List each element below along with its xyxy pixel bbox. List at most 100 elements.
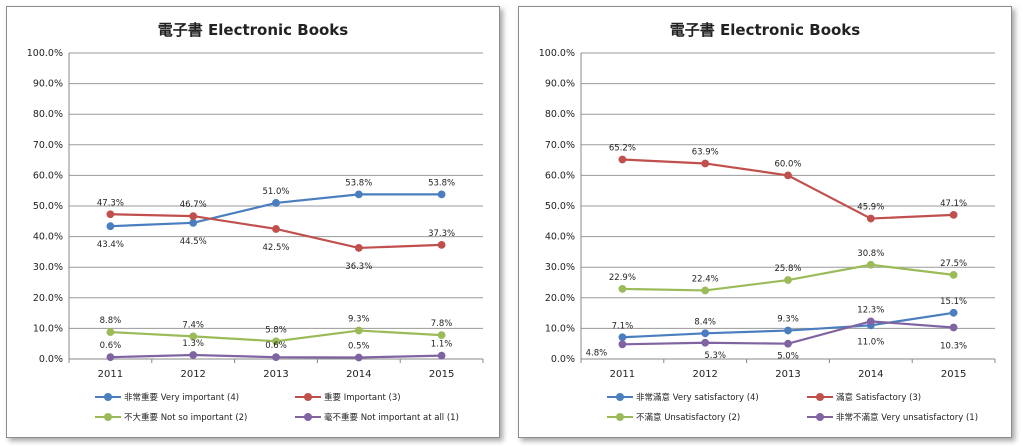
data-label: 7.1% <box>612 321 634 331</box>
legend-item-not-so-important: 不大重要 Not so important (2) <box>95 411 295 423</box>
data-label: 11.0% <box>857 337 884 347</box>
data-label: 30.8% <box>857 249 884 259</box>
data-label: 60.0% <box>774 159 801 169</box>
data-point <box>784 339 792 348</box>
x-tick-label: 2011 <box>610 369 635 380</box>
data-point <box>866 214 875 223</box>
y-tick-label: 50.0% <box>33 201 63 212</box>
data-label: 7.8% <box>431 319 453 329</box>
data-point <box>437 240 446 249</box>
data-label: 63.9% <box>692 147 719 157</box>
series-3 <box>618 317 958 349</box>
data-label: 0.6% <box>265 341 287 351</box>
data-point <box>701 159 710 168</box>
y-tick-label: 30.0% <box>545 262 575 273</box>
data-point <box>106 210 115 219</box>
data-point <box>106 222 115 231</box>
y-tick-label: 100.0% <box>27 48 63 59</box>
x-tick-label: 2011 <box>98 369 123 380</box>
y-tick-label: 50.0% <box>545 201 575 212</box>
y-tick-label: 70.0% <box>545 140 575 151</box>
data-point <box>189 218 198 227</box>
legend-label: 非常滿意 Very satisfactory (4) <box>636 393 759 403</box>
x-tick-label: 2012 <box>180 369 205 380</box>
y-tick-label: 10.0% <box>33 323 63 334</box>
data-point <box>618 333 627 342</box>
data-point <box>272 353 280 362</box>
data-point <box>866 260 875 269</box>
data-point <box>272 225 280 233</box>
data-point <box>701 329 710 338</box>
legend-marker-icon <box>95 412 121 422</box>
x-tick-label: 2014 <box>346 369 371 380</box>
data-point <box>701 338 710 347</box>
y-tick-label: 0.0% <box>39 354 63 365</box>
data-point <box>354 244 363 252</box>
chart-title: 電子書 Electronic Books <box>157 21 349 39</box>
series-1 <box>618 155 958 223</box>
y-tick-label: 60.0% <box>545 170 575 181</box>
data-label: 27.5% <box>940 259 967 269</box>
series-0 <box>618 308 958 342</box>
data-label: 0.5% <box>348 341 370 351</box>
y-tick-label: 80.0% <box>33 109 63 120</box>
legend-label: 毫不重要 Not important at all (1) <box>324 413 459 423</box>
chart-legend: 非常重要 Very important (4) 重要 Important (3)… <box>95 391 475 423</box>
data-point <box>437 351 446 360</box>
data-label: 47.3% <box>97 198 124 208</box>
x-tick-label: 2013 <box>775 369 800 380</box>
y-tick-label: 70.0% <box>33 140 63 151</box>
x-tick-label: 2013 <box>263 369 288 380</box>
y-tick-label: 30.0% <box>33 262 63 273</box>
data-label: 53.8% <box>345 178 372 188</box>
y-tick-label: 20.0% <box>33 293 63 304</box>
chart-panel-satisfaction: 電子書 Electronic Books 0.0% 10.0% 20.0% 30.0%… <box>518 6 1012 438</box>
legend-item-unsatisfactory: 不滿意 Unsatisfactory (2) <box>607 411 807 423</box>
series-0 <box>106 190 446 231</box>
data-label: 5.0% <box>777 352 799 362</box>
legend-label: 不滿意 Unsatisfactory (2) <box>636 413 741 423</box>
legend-marker-icon <box>807 412 833 422</box>
legend-label: 不大重要 Not so important (2) <box>124 413 248 423</box>
data-label: 1.1% <box>431 340 453 350</box>
data-point <box>189 332 198 341</box>
data-point <box>618 155 627 164</box>
data-label: 43.4% <box>97 240 124 250</box>
data-label: 15.1% <box>940 297 967 307</box>
gridlines <box>581 52 995 360</box>
legend-marker-icon <box>295 412 321 422</box>
y-tick-label: 10.0% <box>545 323 575 334</box>
data-label: 4.8% <box>586 348 608 358</box>
data-label: 12.3% <box>857 305 884 315</box>
data-point <box>354 190 363 199</box>
x-tick-label: 2015 <box>941 369 966 380</box>
series-1 <box>106 210 446 252</box>
legend-marker-icon <box>807 392 833 402</box>
data-point <box>949 323 958 332</box>
legend-item-satisfactory: 滿意 Satisfactory (3) <box>807 391 987 403</box>
x-tick-label: 2014 <box>858 369 883 380</box>
data-point <box>949 308 958 317</box>
data-label: 44.5% <box>180 237 207 247</box>
legend-label: 滿意 Satisfactory (3) <box>836 393 922 403</box>
data-label: 25.8% <box>774 264 801 274</box>
legend-item-very-unsatisfactory: 非常不滿意 Very unsatisfactory (1) <box>807 411 987 423</box>
data-label: 46.7% <box>180 200 207 210</box>
legend-label: 非常不滿意 Very unsatisfactory (1) <box>836 413 979 423</box>
x-tick-label: 2015 <box>429 369 454 380</box>
line-chart-satisfaction: 0.0% 10.0% 20.0% 30.0% 40.0% 50.0% 60.0% 70.0% 8… <box>539 48 996 380</box>
y-tick-label: 20.0% <box>545 293 575 304</box>
y-tick-label: 40.0% <box>545 232 575 243</box>
data-label: 45.9% <box>857 203 884 213</box>
legend-label: 重要 Important (3) <box>324 393 401 403</box>
y-tick-label: 90.0% <box>545 79 575 90</box>
data-label: 65.2% <box>609 143 636 153</box>
data-label: 5.8% <box>265 325 287 335</box>
data-label: 9.3% <box>777 315 799 325</box>
data-point <box>866 317 875 326</box>
y-tick-label: 80.0% <box>545 109 575 120</box>
legend-label: 非常重要 Very important (4) <box>124 393 240 403</box>
data-point <box>784 171 792 180</box>
data-point <box>437 331 446 340</box>
data-point <box>272 199 280 207</box>
